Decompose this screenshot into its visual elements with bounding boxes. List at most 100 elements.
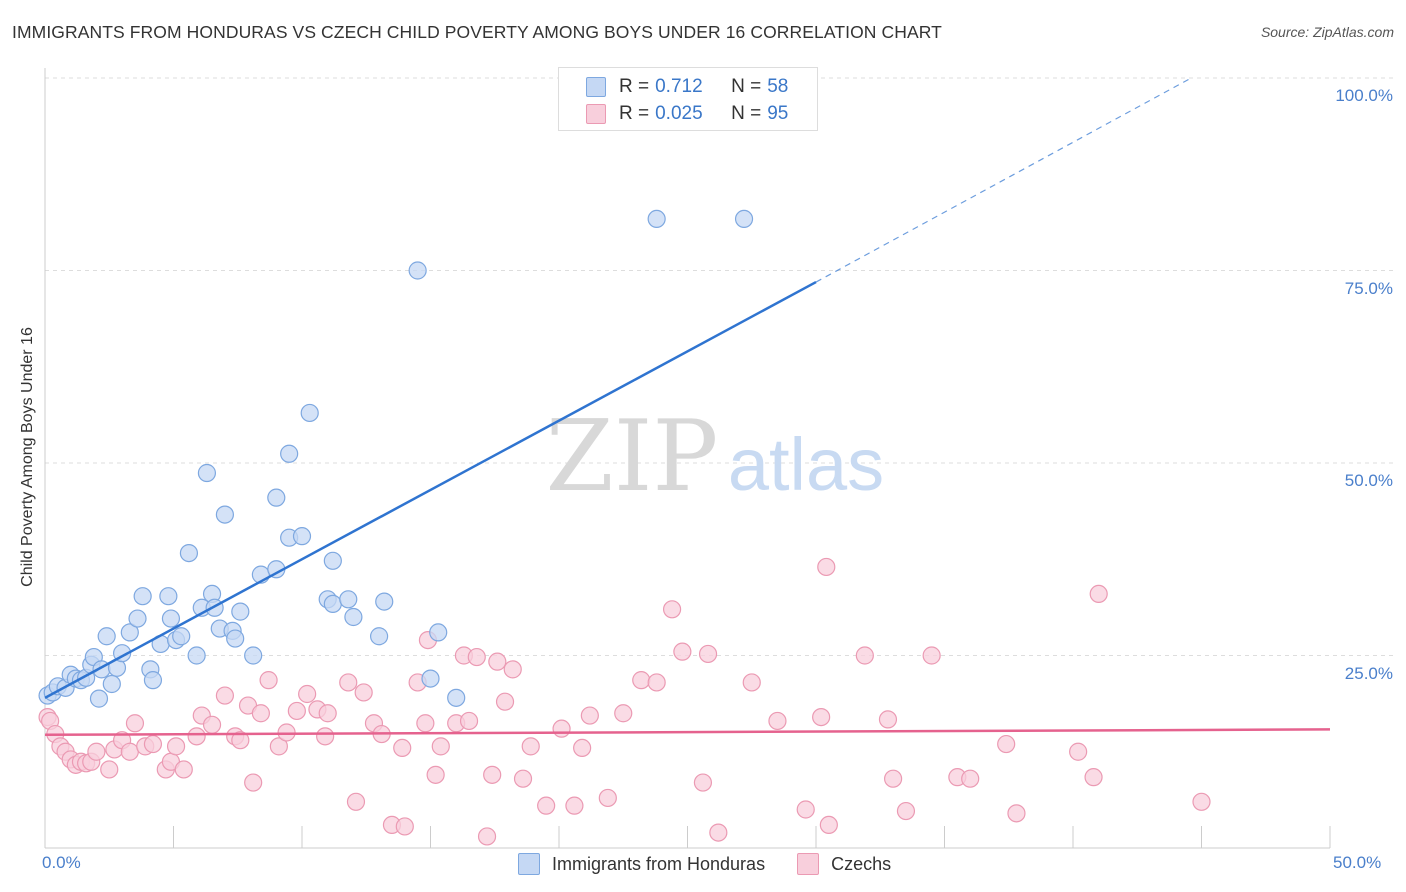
y-tick-label: 100.0% bbox=[1335, 86, 1393, 105]
data-point bbox=[495, 692, 515, 711]
data-point bbox=[143, 734, 163, 754]
trend-lines bbox=[44, 77, 1331, 737]
data-point bbox=[580, 706, 599, 725]
data-point bbox=[447, 688, 466, 707]
data-point bbox=[459, 711, 479, 731]
data-point bbox=[673, 642, 692, 661]
czechs-points bbox=[38, 557, 1211, 846]
data-point bbox=[734, 209, 754, 229]
x-tick-label-max: 50.0% bbox=[1333, 853, 1382, 872]
legend-item-czechs: Czechs bbox=[797, 853, 891, 875]
data-point bbox=[698, 644, 718, 664]
legend-swatch-pink bbox=[586, 104, 606, 124]
legend-n-label: N = bbox=[731, 76, 762, 97]
data-point bbox=[166, 737, 186, 756]
data-point bbox=[883, 769, 903, 788]
data-point bbox=[709, 823, 728, 842]
data-point bbox=[513, 769, 533, 788]
data-point bbox=[300, 403, 319, 423]
data-point bbox=[421, 669, 440, 688]
data-point bbox=[796, 800, 815, 819]
data-point bbox=[393, 738, 412, 758]
data-point bbox=[298, 684, 317, 704]
gridlines bbox=[45, 77, 1393, 656]
data-point bbox=[277, 723, 296, 742]
data-point bbox=[855, 646, 874, 665]
honduras-trend-extension bbox=[815, 77, 1192, 283]
data-point bbox=[1084, 768, 1103, 787]
legend-row-honduras: R = 0.712 N = 58 bbox=[586, 75, 788, 99]
data-point bbox=[231, 602, 250, 621]
data-point bbox=[819, 815, 838, 835]
data-point bbox=[878, 710, 898, 729]
legend-n-label: N = bbox=[731, 103, 762, 124]
data-point bbox=[1069, 742, 1088, 761]
data-point bbox=[89, 689, 109, 708]
data-point bbox=[693, 773, 713, 792]
data-point bbox=[244, 773, 263, 792]
y-tick-label: 25.0% bbox=[1344, 663, 1393, 683]
data-point bbox=[174, 760, 193, 779]
honduras-points bbox=[38, 209, 754, 708]
data-point bbox=[280, 444, 299, 463]
data-point bbox=[159, 587, 178, 606]
data-point bbox=[161, 609, 181, 628]
legend-swatch-blue bbox=[586, 77, 606, 97]
data-point bbox=[128, 609, 147, 628]
data-point bbox=[537, 796, 556, 815]
data-point bbox=[565, 796, 584, 815]
chart-title: IMMIGRANTS FROM HONDURAS VS CZECH CHILD … bbox=[12, 22, 942, 42]
data-point bbox=[375, 592, 394, 611]
data-point bbox=[426, 765, 445, 784]
data-point bbox=[961, 769, 980, 788]
series-legend: Immigrants from Honduras Czechs bbox=[518, 852, 923, 876]
data-point bbox=[133, 587, 152, 606]
data-point bbox=[488, 652, 507, 671]
data-point bbox=[172, 627, 191, 646]
data-point bbox=[997, 734, 1016, 754]
data-point bbox=[467, 647, 486, 667]
data-point bbox=[503, 660, 522, 679]
data-point bbox=[614, 704, 633, 723]
data-point bbox=[346, 792, 366, 811]
data-point bbox=[1192, 792, 1211, 811]
data-point bbox=[742, 673, 761, 692]
data-point bbox=[269, 737, 288, 756]
data-point bbox=[179, 543, 199, 563]
data-point bbox=[287, 701, 306, 721]
data-point bbox=[292, 527, 312, 546]
legend-r-label: R = bbox=[619, 76, 650, 97]
data-point bbox=[187, 646, 206, 665]
data-point bbox=[97, 627, 116, 646]
legend-label: Immigrants from Honduras bbox=[552, 853, 766, 874]
legend-item-honduras: Immigrants from Honduras bbox=[518, 853, 765, 875]
correlation-legend: R = 0.712 N = 58 R = 0.025 N = 95 bbox=[558, 67, 818, 131]
data-point bbox=[768, 711, 787, 731]
data-point bbox=[267, 488, 286, 507]
data-point bbox=[125, 714, 145, 733]
data-point bbox=[431, 737, 450, 756]
x-tick-label-min: 0.0% bbox=[42, 853, 81, 872]
data-point bbox=[323, 551, 342, 570]
legend-label: Czechs bbox=[831, 853, 892, 874]
data-point bbox=[339, 673, 358, 692]
data-point bbox=[316, 727, 335, 746]
data-point bbox=[647, 673, 666, 692]
data-point bbox=[354, 683, 373, 702]
legend-r-value: 0.025 bbox=[655, 103, 703, 124]
legend-r-value: 0.712 bbox=[655, 76, 703, 97]
data-point bbox=[102, 674, 121, 694]
data-point bbox=[477, 827, 497, 846]
data-point bbox=[344, 607, 363, 627]
data-point bbox=[226, 629, 245, 648]
data-point bbox=[187, 727, 206, 746]
data-point bbox=[395, 817, 414, 836]
data-point bbox=[922, 646, 941, 665]
legend-row-czechs: R = 0.025 N = 95 bbox=[586, 102, 788, 126]
data-point bbox=[598, 788, 617, 808]
data-point bbox=[197, 463, 217, 483]
data-point bbox=[215, 505, 234, 524]
data-point bbox=[143, 671, 163, 690]
watermark-atlas: atlas bbox=[728, 423, 884, 506]
